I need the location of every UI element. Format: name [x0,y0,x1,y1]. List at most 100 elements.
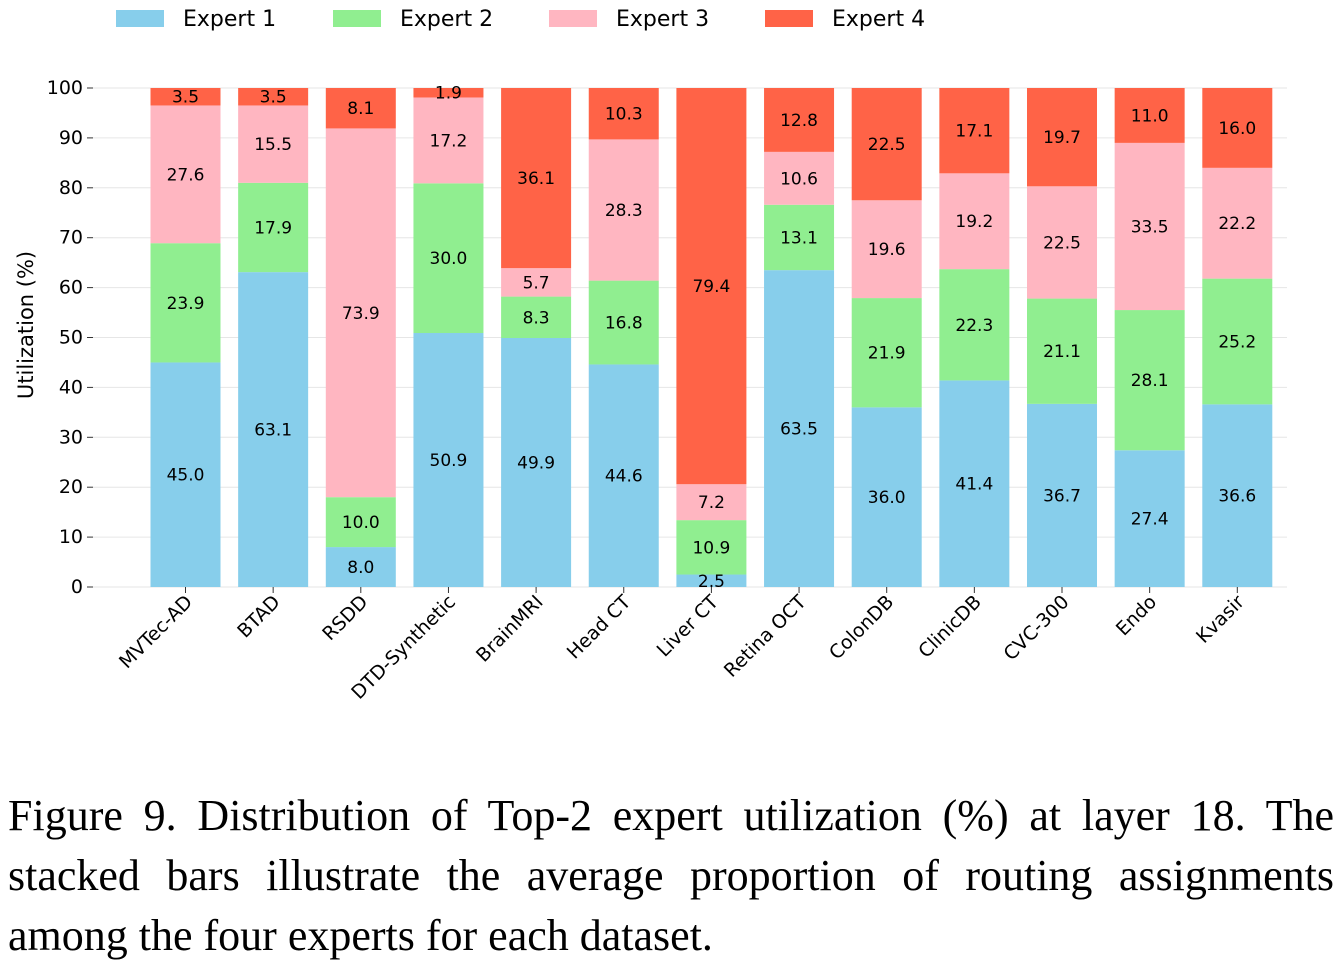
bar-segment [851,200,922,299]
y-tick-label: 50 [59,327,83,349]
data-label: 28.1 [1131,371,1169,391]
data-label: 45.0 [167,466,205,486]
bar-segment [676,574,747,587]
bar-segment [1027,403,1097,587]
data-label: 28.3 [605,201,643,221]
data-label: 22.2 [1218,214,1256,234]
bar-segment [588,364,659,587]
bar-segment [413,97,484,184]
data-label: 3.5 [260,88,287,108]
data-label: 10.6 [780,169,818,189]
bar-segment [939,269,1010,381]
bar-segment [238,88,309,106]
legend-label: Expert 2 [400,7,493,32]
legend-label: Expert 1 [183,7,276,32]
bar-segment [939,88,1010,174]
legend: Expert 1 Expert 2 Expert 3 Expert 4 [116,7,925,32]
legend-swatch [116,10,164,27]
data-label: 11.0 [1131,106,1169,126]
bar-segment [1027,88,1097,187]
data-label: 27.6 [167,165,205,185]
y-tick-label: 100 [47,77,83,99]
data-label: 36.0 [868,488,906,508]
bar-segment [764,151,835,205]
bar-segment [238,272,309,587]
bar-segment [150,243,221,363]
bar-segment [325,547,396,587]
bar-segment [1202,404,1273,587]
x-tick-label: BTAD [233,591,284,642]
data-label: 22.3 [955,316,993,336]
data-label: 21.9 [868,344,906,364]
bar-segment [764,88,835,152]
bar-segment [588,139,659,281]
legend-label: Expert 3 [616,7,709,32]
data-label: 44.6 [605,467,643,487]
figure-caption: Figure 9. Distribution of Top-2 expert u… [8,791,1334,960]
data-label: 17.1 [955,122,993,142]
data-label: 15.5 [254,135,292,155]
data-label: 12.8 [780,111,818,131]
data-label: 73.9 [342,304,380,324]
data-label: 16.0 [1218,119,1256,139]
data-label: 36.1 [517,169,555,189]
data-label: 23.9 [167,294,205,314]
data-label: 7.2 [698,493,725,513]
legend-swatch [333,10,381,27]
legend-label: Expert 4 [832,7,925,32]
bar-segment [1114,142,1185,311]
bar-segment [676,520,747,575]
bar-segment [413,88,484,98]
bar-segment [939,380,1010,587]
data-label: 8.3 [523,308,550,328]
data-label: 50.9 [430,451,468,471]
bar-segment [501,337,572,587]
data-label: 10.0 [342,513,380,533]
legend-swatch [549,10,597,27]
data-label: 17.9 [254,218,292,238]
x-tick-label: Kvasir [1192,591,1249,648]
x-tick-label: MVTec-AD [115,591,197,673]
legend-swatch [765,10,813,27]
bar-segment [325,128,396,498]
bar-segment [238,105,309,183]
data-label: 19.6 [868,240,906,260]
data-label: 25.2 [1218,332,1256,352]
data-label: 19.2 [955,212,993,232]
data-label: 33.5 [1131,217,1169,237]
x-tick-label: CVC-300 [1000,591,1074,665]
data-label: 41.4 [955,475,993,495]
data-label: 16.8 [605,314,643,334]
bar-segment [676,88,747,485]
bar-segment [588,88,659,140]
bar-segment [150,88,221,106]
x-tick-label: Head CT [563,591,636,664]
x-tick-label: ClinicDB [914,591,986,663]
data-label: 36.6 [1218,487,1256,507]
data-label: 63.1 [254,421,292,441]
data-label: 36.7 [1043,486,1081,506]
data-label: 13.1 [780,228,818,248]
bar-segment [413,183,484,334]
data-label: 30.0 [430,249,468,269]
bar-segment [238,182,309,273]
bar-segment [501,268,572,297]
bar-segment [851,88,922,201]
bar-segment [1202,167,1273,279]
x-tick-label: Endo [1112,591,1161,640]
bar-segment [1202,88,1273,168]
stacked-bar-chart: 45.0 23.9 27.6 3.5 63.1 17.9 15.5 3.5 8.0 10.0 73.… [14,7,1287,704]
y-tick-label: 30 [59,426,83,448]
data-label: 10.9 [692,538,730,558]
data-label: 1.9 [435,84,462,104]
y-tick-label: 90 [59,127,83,149]
data-label: 21.1 [1043,342,1081,362]
bar-segment [764,270,835,587]
data-label: 5.7 [523,273,550,293]
bar-segment [851,407,922,587]
bar-segment [325,88,396,129]
bar-segment [1114,310,1185,451]
data-label: 19.7 [1043,128,1081,148]
data-label: 22.5 [868,135,906,155]
